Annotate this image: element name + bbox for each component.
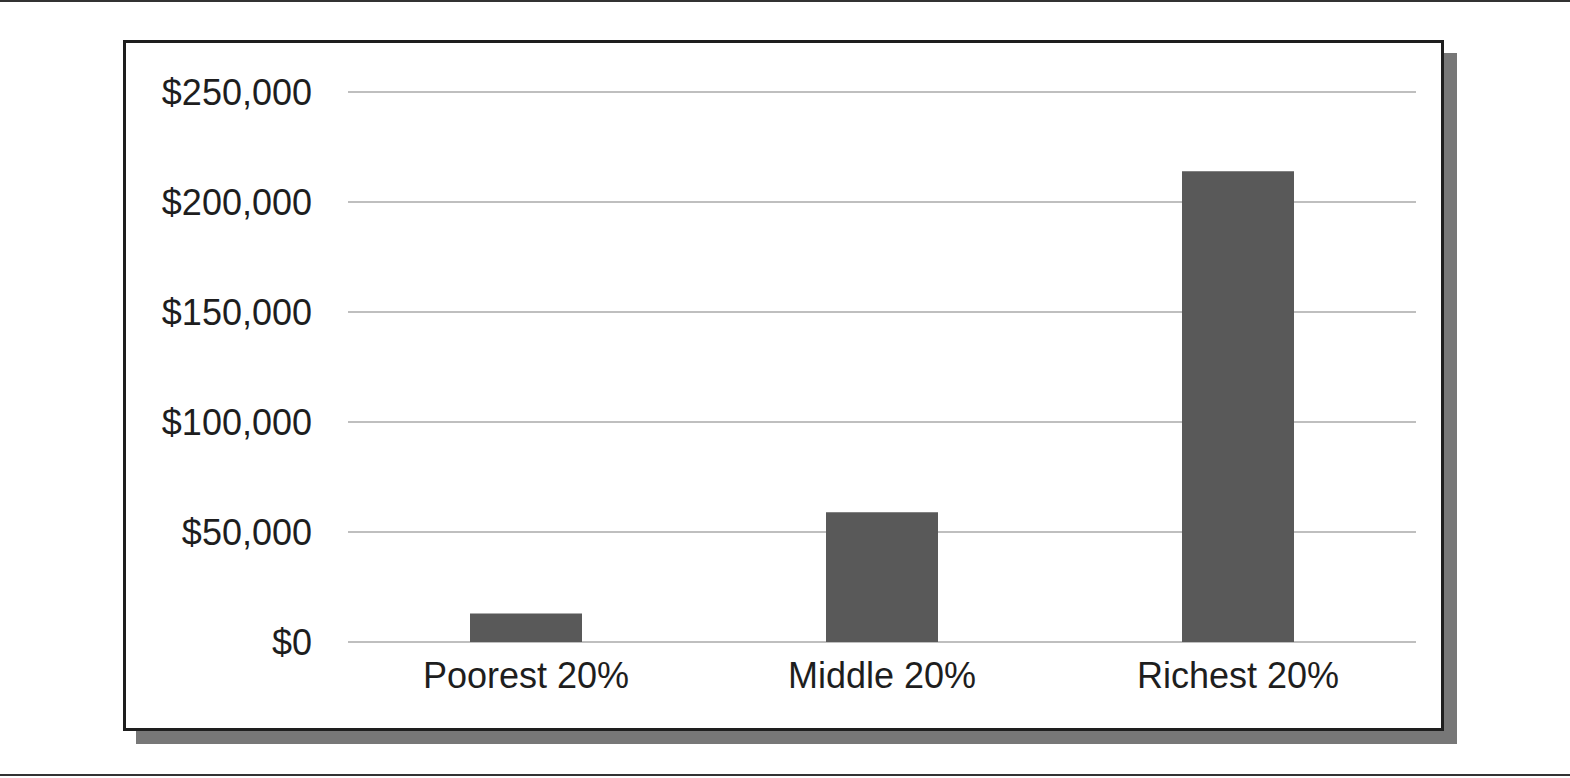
svg-text:$50,000: $50,000 (182, 512, 312, 553)
svg-text:$200,000: $200,000 (162, 182, 312, 223)
svg-text:Middle 20%: Middle 20% (788, 655, 976, 696)
svg-text:$150,000: $150,000 (162, 292, 312, 333)
svg-text:$100,000: $100,000 (162, 402, 312, 443)
svg-text:$0: $0 (272, 622, 312, 663)
svg-text:Poorest 20%: Poorest 20% (423, 655, 629, 696)
svg-text:$250,000: $250,000 (162, 72, 312, 113)
svg-text:Richest 20%: Richest 20% (1137, 655, 1339, 696)
